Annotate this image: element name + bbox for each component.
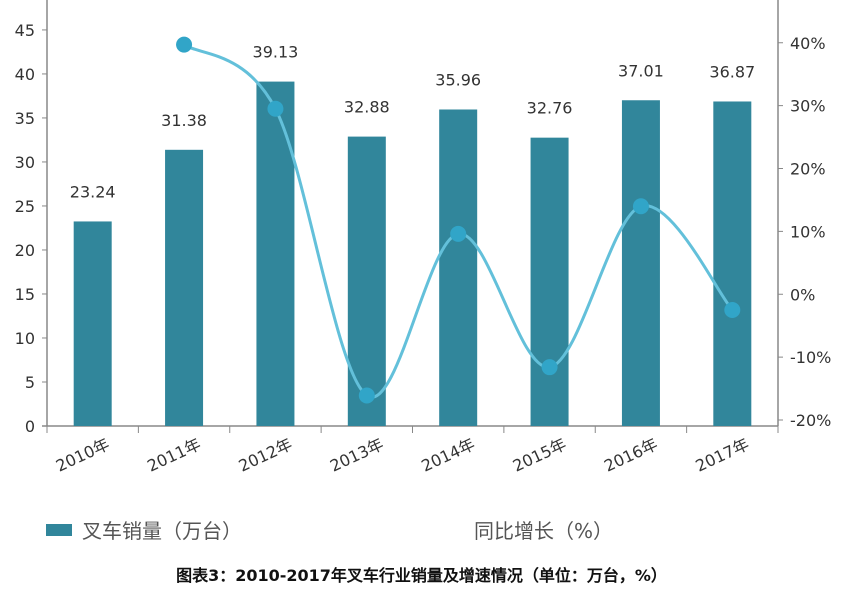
data-label: 23.24 [70, 182, 116, 201]
left-tick-label: 15 [15, 285, 35, 304]
growth-point [267, 100, 284, 117]
data-label: 36.87 [709, 62, 755, 81]
right-tick-label: 20% [790, 160, 826, 179]
left-tick-label: 40 [15, 65, 35, 84]
left-tick-label: 25 [15, 197, 35, 216]
data-label: 37.01 [618, 61, 664, 80]
growth-point [632, 198, 649, 215]
data-label: 39.13 [253, 43, 299, 62]
right-tick-label: 30% [790, 97, 826, 116]
left-tick-label: 20 [15, 241, 35, 260]
left-tick-label: 35 [15, 109, 35, 128]
legend-label-growth: 同比增长（%） [474, 519, 614, 543]
bar-2016年 [621, 100, 660, 426]
growth-point [176, 36, 193, 53]
bar-2015年 [530, 137, 569, 427]
x-tick-label: 2014年 [418, 434, 477, 475]
bar-2013年 [347, 136, 386, 426]
right-tick-label: 40% [790, 34, 826, 53]
legend-label-sales: 叉车销量（万台） [82, 519, 242, 543]
x-tick-label: 2015年 [510, 434, 569, 475]
growth-point [450, 225, 467, 242]
right-tick-label: 0% [790, 285, 815, 304]
right-tick-label: -20% [790, 411, 831, 430]
right-tick-label: 10% [790, 222, 826, 241]
right-tick-label: -10% [790, 348, 831, 367]
data-label: 35.96 [435, 70, 481, 89]
data-label: 31.38 [161, 111, 207, 130]
growth-point [724, 301, 741, 318]
x-tick-label: 2017年 [693, 434, 752, 475]
bar-2012年 [256, 81, 295, 427]
bar-2017年 [713, 101, 752, 426]
bar-2011年 [165, 149, 204, 426]
chart-caption: 图表3：2010-2017年叉车行业销量及增速情况（单位：万台，%） [176, 566, 667, 585]
bar-2014年 [439, 109, 478, 427]
bar-2010年 [73, 221, 112, 426]
data-label: 32.88 [344, 98, 390, 117]
x-tick-label: 2011年 [144, 434, 203, 475]
x-tick-label: 2013年 [327, 434, 386, 475]
left-tick-label: 30 [15, 153, 35, 172]
x-tick-label: 2012年 [236, 434, 295, 475]
legend-item-growth: 同比增长（%） [474, 515, 613, 544]
left-tick-label: 45 [15, 21, 35, 40]
legend-item-sales: 叉车销量（万台） [46, 515, 242, 544]
legend-swatch-bar [46, 523, 72, 536]
left-tick-label: 0 [25, 417, 35, 436]
x-tick-label: 2016年 [601, 434, 660, 475]
growth-point [358, 387, 375, 404]
growth-point [541, 359, 558, 376]
x-tick-label: 2010年 [53, 434, 112, 475]
chart: 0 5 10 15 20 25 30 35 40 45 -20% -10% 0% 10% 20% 30% 40%… [15, 0, 831, 476]
left-tick-label: 10 [15, 329, 35, 348]
left-tick-label: 5 [25, 373, 35, 392]
data-label: 32.76 [527, 99, 573, 118]
